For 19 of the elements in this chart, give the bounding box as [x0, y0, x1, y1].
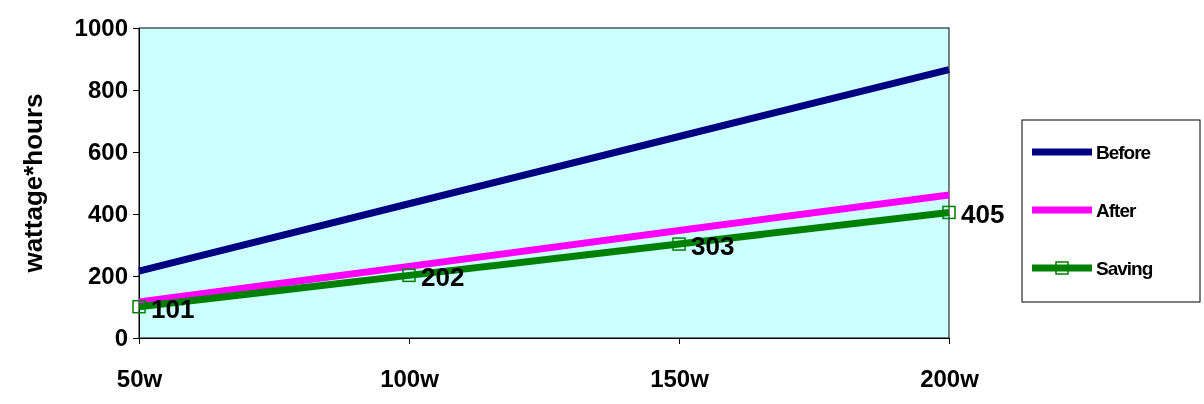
point [672, 237, 686, 251]
y-tick-label: 200 [87, 262, 128, 290]
y-tick-label: 400 [87, 200, 128, 228]
legend-label: After [1096, 200, 1137, 221]
data-label: 405 [961, 199, 1005, 230]
y-tick-label: 1000 [74, 14, 128, 42]
legend-label: Saving [1096, 258, 1153, 279]
legend-label: Before [1096, 142, 1151, 163]
y-tick-label: 600 [87, 138, 128, 166]
x-tick-label: 200w [920, 365, 980, 392]
y-tick-label: 800 [87, 76, 128, 104]
x-tick-label: 100w [380, 365, 440, 392]
point [942, 205, 956, 220]
point [402, 268, 416, 283]
x-tick-label: 150w [650, 365, 710, 392]
x-tick-label: 50w [116, 365, 163, 392]
point [132, 299, 146, 314]
y-tick-label: 0 [114, 324, 128, 352]
y-axis-title: wattage*hours [18, 93, 48, 274]
